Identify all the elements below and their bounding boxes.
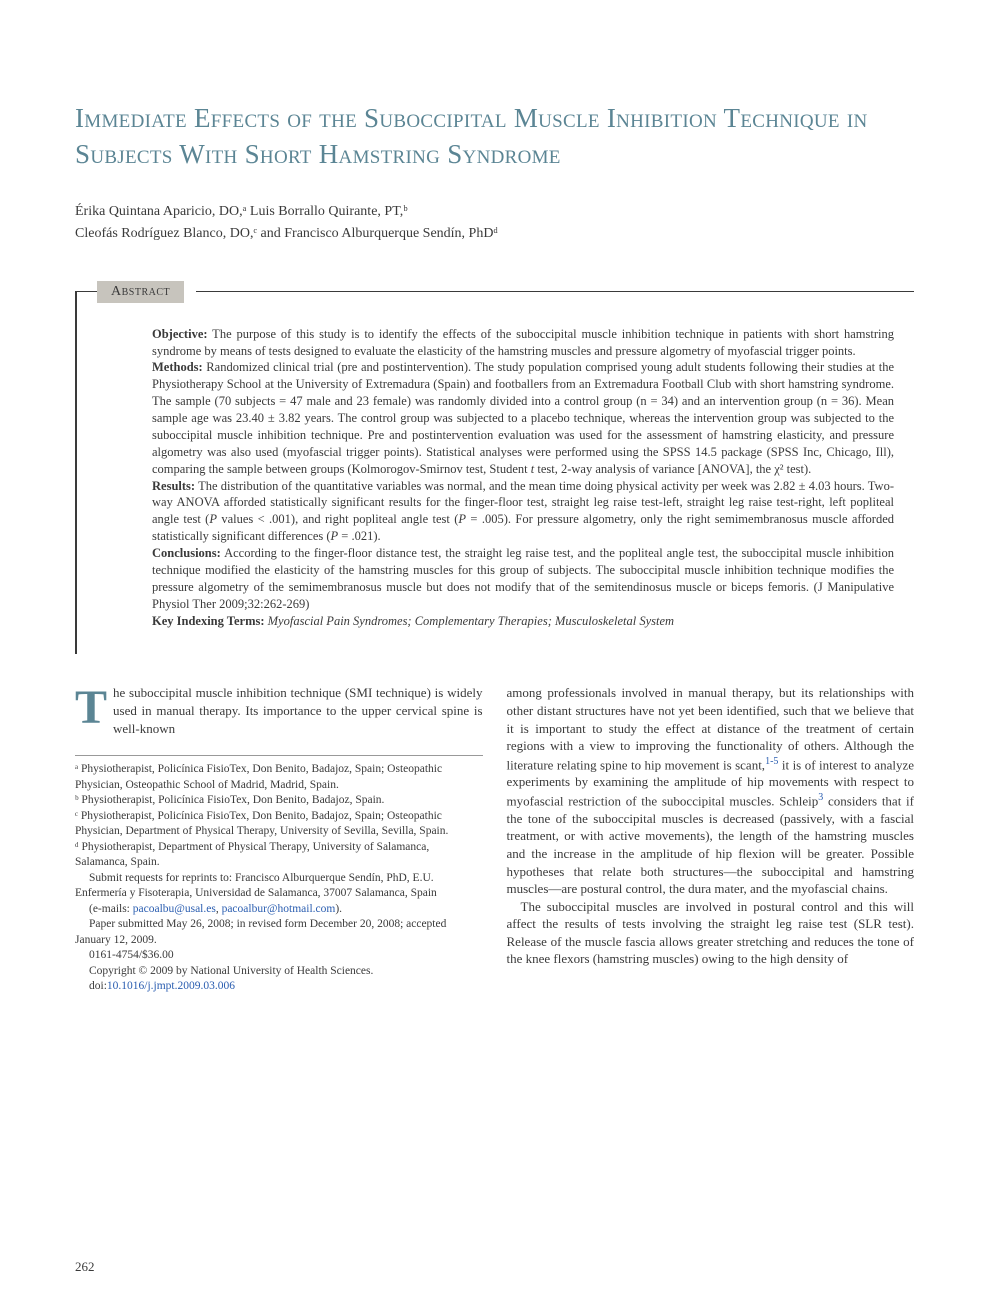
footnote-reprints: Submit requests for reprints to: Francis… — [75, 871, 483, 902]
footnote-doi: doi:10.1016/j.jmpt.2009.03.006 — [75, 979, 483, 995]
column-left: The suboccipital muscle inhibition techn… — [75, 684, 483, 994]
footnotes: ᵃ Physiotherapist, Policínica FisioTex, … — [75, 755, 483, 995]
article-title: Immediate Effects of the Suboccipital Mu… — [75, 100, 914, 173]
footnote-submitted: Paper submitted May 26, 2008; in revised… — [75, 917, 483, 948]
authors-line-2: Cleofás Rodríguez Blanco, DO,ᶜ and Franc… — [75, 223, 914, 245]
objective-label: Objective: — [152, 327, 208, 341]
footnote-emails: (e-mails: pacoalbu@usal.es, pacoalbur@ho… — [75, 902, 483, 918]
footnote-c: ᶜ Physiotherapist, Policínica FisioTex, … — [75, 809, 483, 840]
authors-line-1: Érika Quintana Aparicio, DO,ᵃ Luis Borra… — [75, 201, 914, 223]
emails-close: ). — [335, 903, 342, 915]
body-columns: The suboccipital muscle inhibition techn… — [75, 684, 914, 994]
page-number: 262 — [75, 1259, 95, 1275]
results-ital-2: P — [458, 512, 466, 526]
ref-link-1-5[interactable]: 1-5 — [765, 756, 778, 767]
footnote-d: ᵈ Physiotherapist, Department of Physica… — [75, 840, 483, 871]
doi-label: doi: — [89, 980, 107, 992]
results-ital-1: P — [209, 512, 217, 526]
body-col2-p2: The suboccipital muscles are involved in… — [507, 898, 915, 968]
abstract-label: Abstract — [97, 281, 184, 303]
keywords-text: Myofascial Pain Syndromes; Complementary… — [265, 614, 675, 628]
methods-label: Methods: — [152, 360, 203, 374]
abstract-label-wrap: Abstract — [97, 281, 196, 303]
doi-link[interactable]: 10.1016/j.jmpt.2009.03.006 — [107, 980, 235, 992]
footnote-copyright: Copyright © 2009 by National University … — [75, 964, 483, 980]
methods-text: Randomized clinical trial (pre and posti… — [152, 360, 894, 475]
body-col1-p1: he suboccipital muscle inhibition techni… — [113, 685, 482, 735]
authors-block: Érika Quintana Aparicio, DO,ᵃ Luis Borra… — [75, 201, 914, 246]
keywords-label: Key Indexing Terms: — [152, 614, 265, 628]
results-text-2: values < .001), and right popliteal angl… — [217, 512, 458, 526]
column-right: among professionals involved in manual t… — [507, 684, 915, 994]
abstract-box: Abstract Objective: The purpose of this … — [75, 291, 914, 655]
dropcap-t: T — [75, 684, 113, 729]
email-link-1[interactable]: pacoalbu@usal.es — [133, 903, 216, 915]
emails-label: (e-mails: — [89, 903, 133, 915]
results-text-4: = .021). — [338, 529, 380, 543]
abstract-body: Objective: The purpose of this study is … — [152, 326, 894, 630]
email-link-2[interactable]: pacoalbur@hotmail.com — [222, 903, 336, 915]
methods-text-2: test, 2-way analysis of variance [ANOVA]… — [534, 462, 811, 476]
footnote-issn: 0161-4754/$36.00 — [75, 948, 483, 964]
footnote-a: ᵃ Physiotherapist, Policínica FisioTex, … — [75, 762, 483, 793]
abstract-top-border — [77, 291, 914, 292]
results-label: Results: — [152, 479, 195, 493]
conclusions-text: According to the finger-floor distance t… — [152, 546, 894, 611]
conclusions-label: Conclusions: — [152, 546, 221, 560]
objective-text: The purpose of this study is to identify… — [152, 327, 894, 358]
body-col2-p1: among professionals involved in manual t… — [507, 684, 915, 897]
col2-p1-c: considers that if the tone of the subocc… — [507, 793, 915, 896]
body-p1: The suboccipital muscle inhibition techn… — [75, 684, 483, 737]
footnote-b: ᵇ Physiotherapist, Policínica FisioTex, … — [75, 793, 483, 809]
